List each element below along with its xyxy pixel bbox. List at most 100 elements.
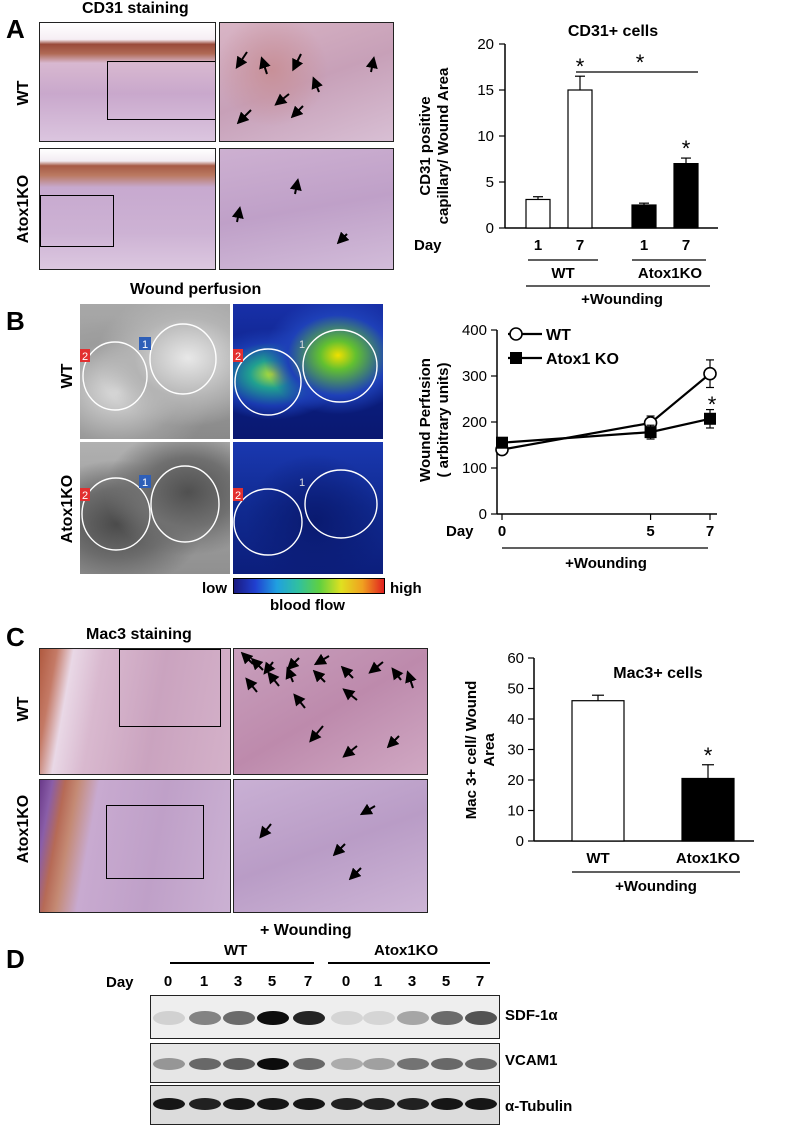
perfusion-ko-flow — [233, 442, 383, 574]
blot-band — [363, 1058, 395, 1070]
blot-band — [397, 1058, 429, 1070]
blot-sdf1a — [150, 995, 500, 1039]
x-tick-label: 0 — [498, 523, 506, 540]
x-tick-label: 7 — [576, 237, 584, 254]
roi-2-label: 2 — [82, 490, 88, 502]
bar — [571, 700, 625, 842]
lane-day-label: 7 — [304, 973, 312, 990]
zoom-box — [119, 649, 221, 727]
mac3-ko-overview-image — [39, 779, 231, 913]
scale-low-label: low — [202, 580, 227, 597]
blot-band — [331, 1058, 363, 1070]
blot-band — [431, 1011, 463, 1025]
roi-1-label: 1 — [299, 339, 305, 351]
blot-band — [257, 1058, 289, 1070]
blot-tubulin — [150, 1085, 500, 1125]
lane-day-label: 7 — [476, 973, 484, 990]
cd31-ylabel-1: CD31 positive — [417, 96, 434, 195]
perfusion-rois: 1 2 1 2 1 2 1 2 — [80, 323, 378, 556]
blot-band — [363, 1098, 395, 1110]
blot-band — [153, 1058, 185, 1070]
band-label-sdf1a: SDF-1α — [505, 1007, 558, 1024]
perfusion-ylabel-2: ( arbitrary units) — [435, 362, 452, 477]
lane-day-label: 0 — [164, 973, 172, 990]
x-tick-label: 1 — [534, 237, 542, 254]
panel-a-row-ko: Atox1KO — [15, 174, 32, 244]
point — [644, 426, 657, 439]
bar — [525, 198, 551, 229]
cd31-ko-overview-image — [39, 148, 216, 270]
y-tick-label: 0 — [486, 220, 494, 237]
sig-star: * — [704, 743, 713, 768]
x-tick-label: 7 — [682, 237, 690, 254]
blot-band — [431, 1058, 463, 1070]
lane-day-label: 3 — [234, 973, 242, 990]
x-tick-label: WT — [586, 850, 609, 867]
panel-c-row-wt: WT — [15, 696, 32, 722]
cd31-ko-zoom-image — [219, 148, 394, 270]
cd31-group-ko: Atox1KO — [638, 265, 703, 282]
legend-marker — [510, 352, 522, 364]
blot-band — [465, 1011, 497, 1025]
panel-b-row-ko: Atox1KO — [59, 474, 76, 544]
point — [703, 366, 717, 381]
blot-band — [465, 1058, 497, 1070]
blot-vcam1 — [150, 1043, 500, 1083]
blot-band — [293, 1058, 325, 1070]
y-tick-label: 100 — [462, 460, 487, 477]
ko-group-line — [328, 962, 490, 964]
bar — [567, 89, 593, 229]
roi-1-label: 1 — [299, 477, 305, 489]
blot-band — [431, 1098, 463, 1110]
x-tick-label: 5 — [646, 523, 654, 540]
perfusion-wt-flow — [233, 304, 383, 439]
legend-label: WT — [546, 327, 571, 344]
blot-band — [397, 1098, 429, 1110]
cd31-chart: CD31+ cells CD31 positive capillary/ Wou… — [414, 23, 718, 308]
blot-band — [189, 1098, 221, 1110]
roi-2-label: 2 — [82, 351, 88, 363]
blot-band — [257, 1011, 289, 1025]
blot-band — [257, 1098, 289, 1110]
y-tick-label: 0 — [479, 506, 487, 523]
cd31-day-label: Day — [414, 237, 442, 254]
mac3-wt-overview-image — [39, 648, 231, 775]
panel-c-row-ko: Atox1KO — [15, 794, 32, 864]
legend-label: Atox1 KO — [546, 351, 619, 368]
panel-c-title: Mac3 staining — [86, 626, 192, 643]
panel-a-title: CD31 staining — [82, 0, 189, 17]
blot-band — [363, 1011, 395, 1025]
y-tick-label: 40 — [507, 711, 524, 728]
blot-band — [293, 1098, 325, 1110]
wt-group-line — [170, 962, 314, 964]
cd31-group-wt: WT — [551, 265, 574, 282]
y-tick-label: 15 — [477, 82, 494, 99]
lane-day-label: 5 — [442, 973, 450, 990]
panel-d-wounding: + Wounding — [260, 922, 352, 939]
mac3-ko-zoom-image — [233, 779, 428, 913]
bar — [673, 163, 699, 229]
mac3-wounding: +Wounding — [615, 878, 697, 895]
panel-b-letter: B — [6, 306, 25, 336]
panel-a-letter: A — [6, 14, 25, 44]
lane-day-label: 5 — [268, 973, 276, 990]
cd31-chart-title: CD31+ cells — [568, 23, 658, 40]
point — [496, 436, 508, 449]
blot-band — [397, 1011, 429, 1025]
sig-star: * — [682, 136, 691, 161]
y-tick-label: 20 — [477, 36, 494, 53]
y-tick-label: 200 — [462, 414, 487, 431]
cd31-sig-bracket-star: * — [636, 50, 645, 75]
roi-2-label: 2 — [235, 351, 241, 363]
blot-day-ticks: 0 1 3 5 7 0 1 3 5 7 — [164, 973, 484, 990]
y-tick-label: 10 — [477, 128, 494, 145]
panel-a-row-wt: WT — [15, 80, 32, 106]
blot-group-wt: WT — [224, 942, 248, 959]
perfusion-ylabel-1: Wound Perfusion — [417, 358, 434, 482]
y-tick-label: 50 — [507, 681, 524, 698]
y-tick-label: 10 — [507, 803, 524, 820]
legend-marker — [509, 327, 523, 341]
bar — [681, 777, 735, 842]
series-line — [501, 372, 711, 451]
perfusion-wounding: +Wounding — [565, 555, 647, 572]
